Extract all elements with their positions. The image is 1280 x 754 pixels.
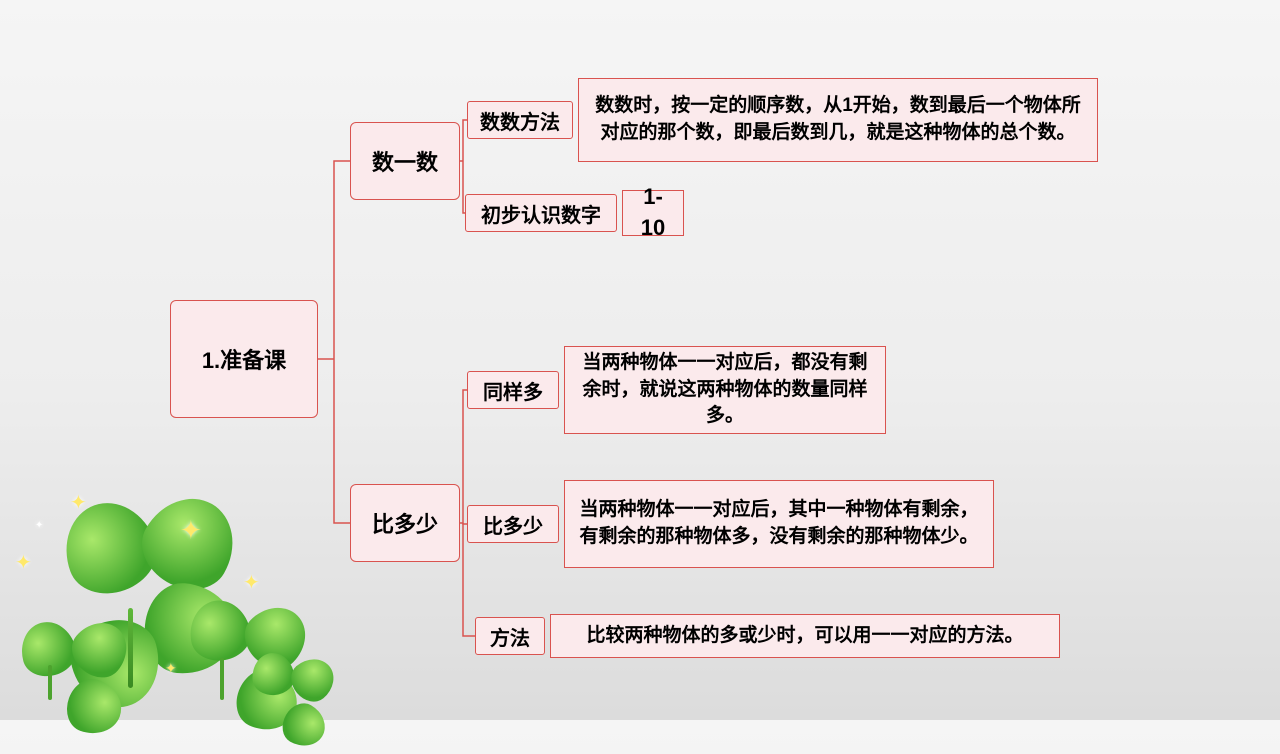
desc-text: 当两种物体一一对应后，都没有剩余时，就说这两种物体的数量同样多。 bbox=[575, 350, 875, 430]
level3-node-same: 同样多 bbox=[467, 371, 559, 409]
level2-node-count: 数一数 bbox=[350, 122, 460, 200]
desc-text: 数数时，按一定的顺序数，从1开始，数到最后一个物体所对应的那个数，即最后数到几，… bbox=[589, 93, 1087, 146]
root-node: 1.准备课 bbox=[170, 300, 318, 418]
desc-text: 比较两种物体的多或少时，可以用一一对应的方法。 bbox=[586, 623, 1023, 650]
level2-label: 比多少 bbox=[372, 507, 438, 539]
level3-label: 数数方法 bbox=[480, 106, 560, 135]
level3-label: 同样多 bbox=[483, 376, 543, 405]
desc-method: 数数时，按一定的顺序数，从1开始，数到最后一个物体所对应的那个数，即最后数到几，… bbox=[578, 78, 1098, 162]
desc-same: 当两种物体一一对应后，都没有剩余时，就说这两种物体的数量同样多。 bbox=[564, 346, 886, 434]
level3-label: 初步认识数字 bbox=[481, 199, 601, 228]
level3-label: 方法 bbox=[490, 622, 530, 651]
level3-node-moreless: 比多少 bbox=[467, 505, 559, 543]
level3-label: 比多少 bbox=[483, 510, 543, 539]
level2-label: 数一数 bbox=[372, 145, 438, 177]
desc-approach: 比较两种物体的多或少时，可以用一一对应的方法。 bbox=[550, 614, 1060, 658]
desc-moreless: 当两种物体一一对应后，其中一种物体有剩余，有剩余的那种物体多，没有剩余的那种物体… bbox=[564, 480, 994, 568]
clover-decoration: ✦ ✦ ✦ ✦ ✦ ✦ bbox=[15, 460, 295, 700]
level3-node-recognize: 初步认识数字 bbox=[465, 194, 617, 232]
root-label: 1.准备课 bbox=[202, 343, 286, 375]
level3-node-method: 数数方法 bbox=[467, 101, 573, 139]
desc-text: 当两种物体一一对应后，其中一种物体有剩余，有剩余的那种物体多，没有剩余的那种物体… bbox=[575, 497, 983, 550]
desc-recognize: 1-10 bbox=[622, 190, 684, 236]
level3-node-approach: 方法 bbox=[475, 617, 545, 655]
level2-node-compare: 比多少 bbox=[350, 484, 460, 562]
desc-text: 1-10 bbox=[633, 182, 673, 244]
